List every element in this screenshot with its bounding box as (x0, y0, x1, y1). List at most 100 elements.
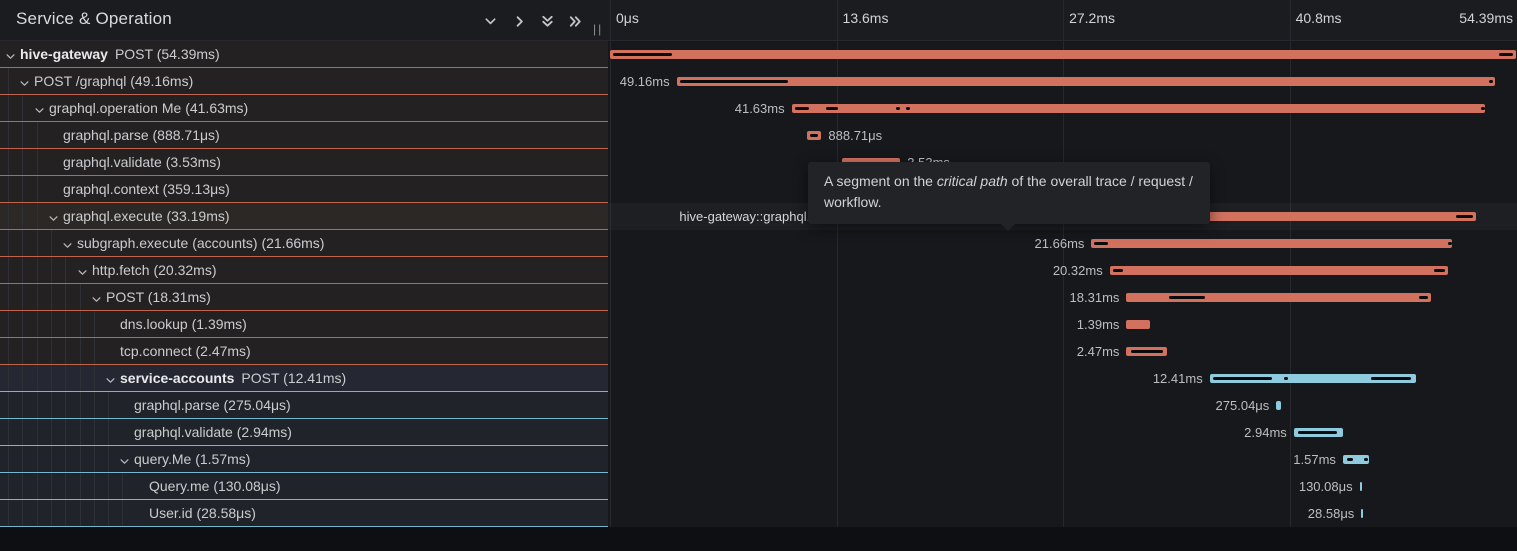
span-name-cell[interactable]: service-accounts POST (12.41ms) (0, 365, 608, 392)
span-name-cell[interactable]: graphql.validate (2.94ms) (0, 419, 608, 446)
span-bar[interactable] (791, 104, 1486, 113)
indent-guide (8, 446, 9, 472)
span-name-cell[interactable]: graphql.parse (888.71μs) (0, 122, 608, 149)
span-row: POST /graphql (49.16ms) 49.16ms (0, 68, 1517, 95)
span-bar[interactable] (676, 77, 1496, 86)
critical-path-segment[interactable] (1169, 296, 1205, 299)
critical-path-segment[interactable] (1455, 215, 1474, 218)
span-name-cell[interactable]: hive-gateway POST (54.39ms) (0, 41, 608, 68)
indent-guide (108, 500, 109, 526)
critical-path-segment[interactable] (679, 80, 789, 83)
span-name-label: hive-gateway POST (54.39ms) (20, 46, 220, 62)
span-name-cell[interactable]: graphql.validate (3.53ms) (0, 149, 608, 176)
span-row: graphql.context (359.13μs)359.13μs (0, 176, 1517, 203)
critical-path-segment[interactable] (1447, 242, 1452, 245)
chevron-down-icon[interactable] (5, 49, 16, 60)
tooltip-arrow (1001, 224, 1015, 231)
span-row: graphql.parse (275.04μs) 275.04μs (0, 392, 1517, 419)
indent-guide (94, 500, 95, 526)
span-name-cell[interactable]: http.fetch (20.32ms) (0, 257, 608, 284)
span-bar[interactable] (1126, 320, 1150, 329)
critical-path-segment[interactable] (1434, 269, 1445, 272)
span-row: subgraph.execute (accounts) (21.66ms) 21.… (0, 230, 1517, 257)
critical-path-segment[interactable] (1499, 53, 1513, 56)
chevron-right-icon[interactable] (511, 13, 527, 29)
chevron-down-icon[interactable] (91, 292, 102, 303)
chevron-down-icon[interactable] (62, 238, 73, 249)
critical-path-segment[interactable] (1370, 377, 1412, 380)
double-chevron-right-icon[interactable] (567, 13, 583, 29)
indent-guide (37, 419, 38, 445)
indent-guide (22, 473, 23, 499)
critical-path-segment[interactable] (1489, 80, 1494, 83)
column-resize-grip[interactable]: || (593, 22, 604, 36)
critical-path-segment[interactable] (1480, 107, 1485, 110)
indent-guide (65, 365, 66, 391)
chevron-down-icon[interactable] (48, 211, 59, 222)
span-name-cell[interactable]: POST /graphql (49.16ms) (0, 68, 608, 95)
critical-path-segment[interactable] (896, 107, 901, 110)
indent-guide (122, 500, 123, 526)
indent-guide (37, 230, 38, 256)
indent-guide (80, 338, 81, 364)
critical-path-segment[interactable] (1419, 296, 1429, 299)
critical-path-tooltip: A segment on the critical path of the ov… (808, 162, 1210, 231)
span-bar[interactable] (610, 50, 1516, 59)
span-name-cell[interactable]: tcp.connect (2.47ms) (0, 338, 608, 365)
header-bar: Service & Operation || 0μs 13.6ms 27.2ms 40… (0, 0, 1517, 41)
span-name-cell[interactable]: graphql.execute (33.19ms) (0, 203, 608, 230)
span-bar[interactable] (1091, 239, 1453, 248)
span-name-cell[interactable]: User.id (28.58μs) (0, 500, 608, 527)
critical-path-segment[interactable] (1364, 458, 1369, 461)
span-bar[interactable] (1276, 401, 1281, 410)
indent-guide (8, 95, 9, 121)
critical-path-segment[interactable] (1297, 431, 1338, 434)
span-name-cell[interactable]: dns.lookup (1.39ms) (0, 311, 608, 338)
span-name-cell[interactable]: graphql.parse (275.04μs) (0, 392, 608, 419)
critical-path-segment[interactable] (1212, 377, 1272, 380)
critical-path-segment[interactable] (1346, 458, 1354, 461)
indent-guide (37, 365, 38, 391)
critical-path-segment[interactable] (613, 53, 672, 56)
span-bar[interactable] (1126, 293, 1432, 302)
span-duration-label: 18.31ms (1069, 290, 1120, 305)
indent-guide (22, 311, 23, 337)
critical-path-segment[interactable] (906, 107, 911, 110)
chevron-down-icon[interactable] (105, 373, 116, 384)
span-name-cell[interactable]: POST (18.31ms) (0, 284, 608, 311)
ruler-tick-label: 40.8ms (1295, 10, 1342, 26)
chevron-down-icon[interactable] (34, 103, 45, 114)
span-bar[interactable] (1342, 455, 1370, 464)
chevron-down-icon[interactable] (77, 265, 88, 276)
span-name-cell[interactable]: subgraph.execute (accounts) (21.66ms) (0, 230, 608, 257)
span-bar[interactable] (1361, 509, 1364, 518)
chevron-down-icon[interactable] (19, 76, 30, 87)
span-bar[interactable] (1209, 374, 1417, 383)
span-duration-label: 28.58μs (1307, 506, 1355, 521)
critical-path-segment[interactable] (794, 107, 809, 110)
critical-path-segment[interactable] (1284, 377, 1289, 380)
indent-guide (51, 257, 52, 283)
critical-path-segment[interactable] (1131, 350, 1164, 353)
indent-guide (94, 473, 95, 499)
span-name-cell[interactable]: query.Me (1.57ms) (0, 446, 608, 473)
span-bar[interactable] (1109, 266, 1449, 275)
double-chevron-down-icon[interactable] (539, 13, 555, 29)
chevron-down-icon[interactable] (482, 13, 498, 29)
chevron-down-icon[interactable] (119, 454, 130, 465)
indent-guide (22, 446, 23, 472)
span-row: User.id (28.58μs) 28.58μs (0, 500, 1517, 527)
span-name-cell[interactable]: graphql.context (359.13μs) (0, 176, 608, 203)
span-name-cell[interactable]: Query.me (130.08μs) (0, 473, 608, 500)
critical-path-segment[interactable] (1094, 242, 1109, 245)
span-bar[interactable] (1359, 482, 1362, 491)
span-name-label: query.Me (1.57ms) (134, 451, 251, 467)
critical-path-segment[interactable] (1112, 269, 1124, 272)
critical-path-segment[interactable] (826, 107, 839, 110)
indent-guide (37, 149, 38, 175)
tooltip-line-2: workflow. (824, 194, 882, 210)
critical-path-segment[interactable] (809, 134, 819, 137)
span-name-cell[interactable]: graphql.operation Me (41.63ms) (0, 95, 608, 122)
indent-guide (80, 419, 81, 445)
indent-guide (94, 311, 95, 337)
